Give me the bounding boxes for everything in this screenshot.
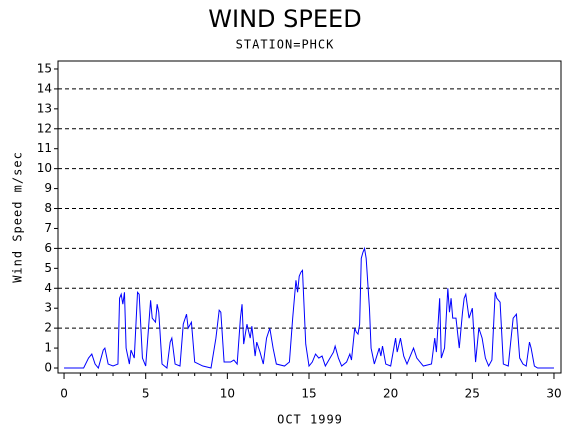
y-tick-label: 7 bbox=[44, 221, 52, 235]
plot-frame bbox=[57, 60, 562, 374]
data-line bbox=[64, 246, 554, 370]
y-tick-label: 0 bbox=[44, 361, 52, 375]
y-axis-label: Wind Speed m/sec bbox=[11, 151, 25, 283]
y-tick-label: 13 bbox=[37, 101, 52, 115]
x-tick-label: 0 bbox=[60, 387, 68, 401]
y-tick-label: 1 bbox=[44, 341, 52, 355]
x-tick-label: 10 bbox=[220, 387, 235, 401]
x-axis-label: OCT 1999 bbox=[277, 413, 343, 427]
x-tick-label: 25 bbox=[465, 387, 480, 401]
y-tick-label: 15 bbox=[37, 61, 52, 75]
y-tick-label: 5 bbox=[44, 261, 52, 275]
y-tick-label: 6 bbox=[44, 241, 52, 255]
y-tick-label: 9 bbox=[44, 181, 52, 195]
y-tick-label: 4 bbox=[44, 281, 52, 295]
x-tick-label: 20 bbox=[383, 387, 398, 401]
chart-title: WIND SPEED bbox=[208, 5, 361, 33]
y-tick-label: 14 bbox=[37, 81, 52, 95]
chart-subtitle: STATION=PHCK bbox=[236, 38, 335, 52]
y-tick-label: 8 bbox=[44, 201, 52, 215]
y-tick-label: 10 bbox=[37, 161, 52, 175]
y-tick-label: 11 bbox=[37, 141, 52, 155]
x-tick-label: 5 bbox=[142, 387, 150, 401]
y-tick-label: 3 bbox=[44, 301, 52, 315]
y-tick-label: 12 bbox=[37, 121, 52, 135]
x-tick-label: 15 bbox=[301, 387, 316, 401]
y-tick-label: 2 bbox=[44, 321, 52, 335]
x-tick-label: 30 bbox=[546, 387, 561, 401]
